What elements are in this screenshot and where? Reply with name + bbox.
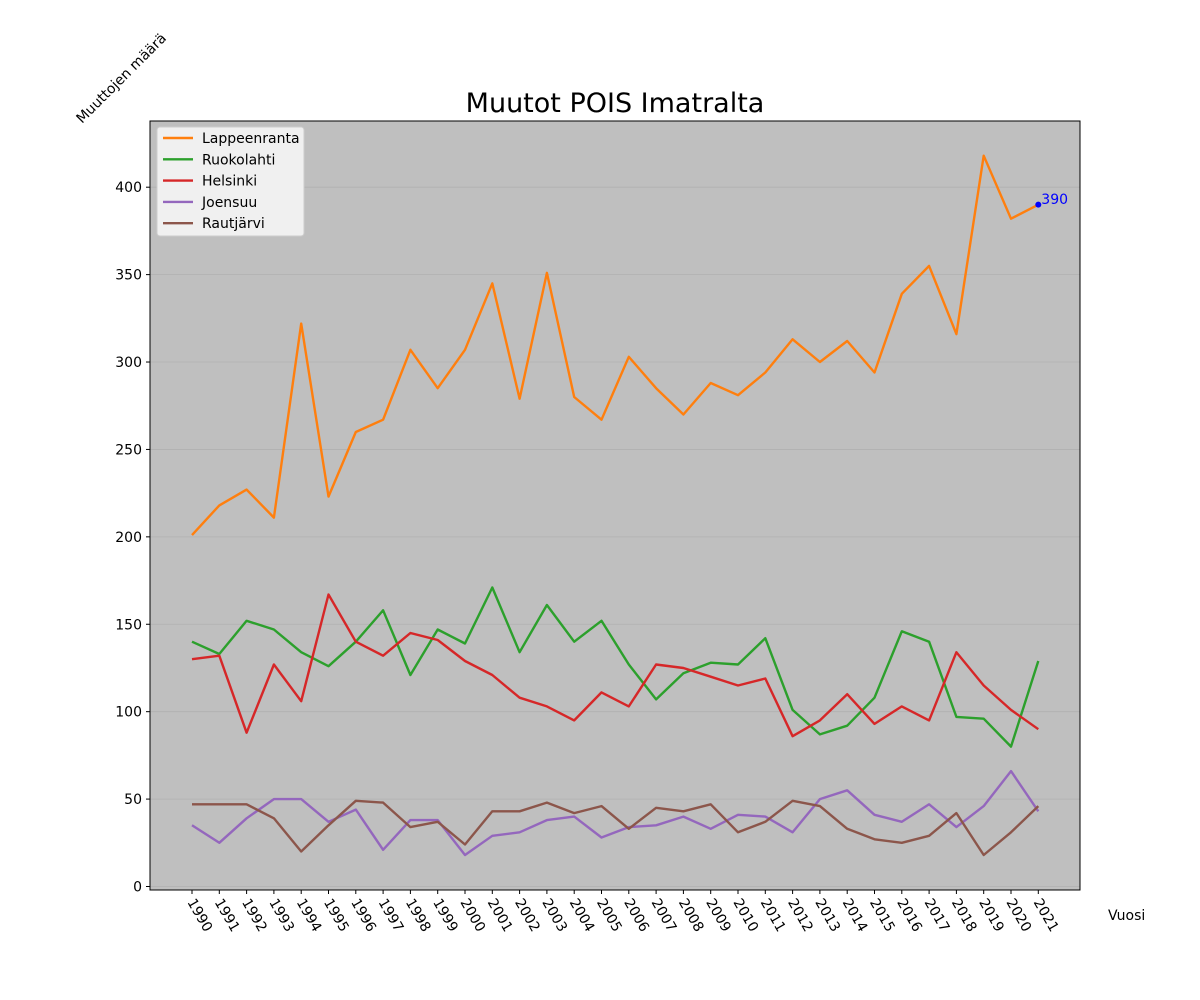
legend-label: Lappeenranta [202,131,300,147]
x-tick-label: 2017 [921,896,953,935]
legend-label: Helsinki [202,174,257,190]
annotation-label: 390 [1041,192,1068,208]
series-line-ruokolahti [191,586,1040,748]
x-tick-label: 2003 [538,896,570,935]
x-tick-label: 1991 [211,896,243,935]
y-tick-label: 200 [115,530,142,546]
legend-label: Rautjärvi [202,216,265,232]
x-tick-label: 2001 [484,896,516,935]
x-tick-label: 2008 [675,896,707,935]
y-tick-label: 50 [124,792,142,808]
x-tick-label: 1992 [238,896,270,935]
x-tick-label: 2002 [511,896,543,935]
x-tick-label: 2018 [948,896,980,935]
x-tick-label: 2000 [457,896,489,935]
x-tick-label: 1997 [375,896,407,935]
x-tick-label: 2010 [730,896,762,935]
x-tick-label: 1996 [347,896,379,935]
x-tick-label: 2004 [566,896,598,935]
annotation-point [1035,201,1042,208]
y-tick-label: 150 [115,617,142,633]
x-tick-label: 2011 [757,896,789,935]
x-tick-label: 2006 [620,896,652,935]
x-tick-label: 2007 [648,896,680,935]
x-tick-label: 2005 [593,896,625,935]
y-tick-label: 100 [115,705,142,721]
x-tick-label: 1995 [320,896,352,935]
x-tick-label: 2019 [975,896,1007,935]
y-tick-label: 300 [115,355,142,371]
x-tick-label: 1990 [184,896,216,935]
x-tick-label: 2016 [893,896,925,935]
x-tick-label: 1994 [293,896,325,935]
series-line-lappeenranta [191,154,1039,536]
x-tick-label: 2012 [784,896,816,935]
x-axis-label: Vuosi [1108,908,1145,924]
x-tick-label: 1993 [265,896,297,935]
y-tick-label: 350 [115,268,142,284]
y-axis-label: Muuttojen määrä [74,30,170,126]
y-tick-label: 250 [115,442,142,458]
series-line-helsinki [191,593,1039,738]
x-tick-label: 2014 [839,896,871,935]
x-tick-label: 2013 [811,896,843,935]
x-tick-label: 1999 [429,896,461,935]
x-tick-label: 1998 [402,896,434,935]
chart-title: Muutot POIS Imatralta [466,88,765,119]
plot-frame [149,120,1081,891]
x-tick-label: 2021 [1030,896,1062,935]
legend-label: Ruokolahti [202,152,275,168]
y-tick-label: 400 [115,180,142,196]
x-tick-label: 2015 [866,896,898,935]
y-tick-label: 0 [133,880,142,896]
series-line-rautj-rvi [192,799,1040,857]
legend-label: Joensuu [201,195,257,211]
legend [156,126,305,237]
x-tick-label: 2009 [702,896,734,935]
x-tick-label: 2020 [1003,896,1035,935]
plot-area [150,121,1080,890]
